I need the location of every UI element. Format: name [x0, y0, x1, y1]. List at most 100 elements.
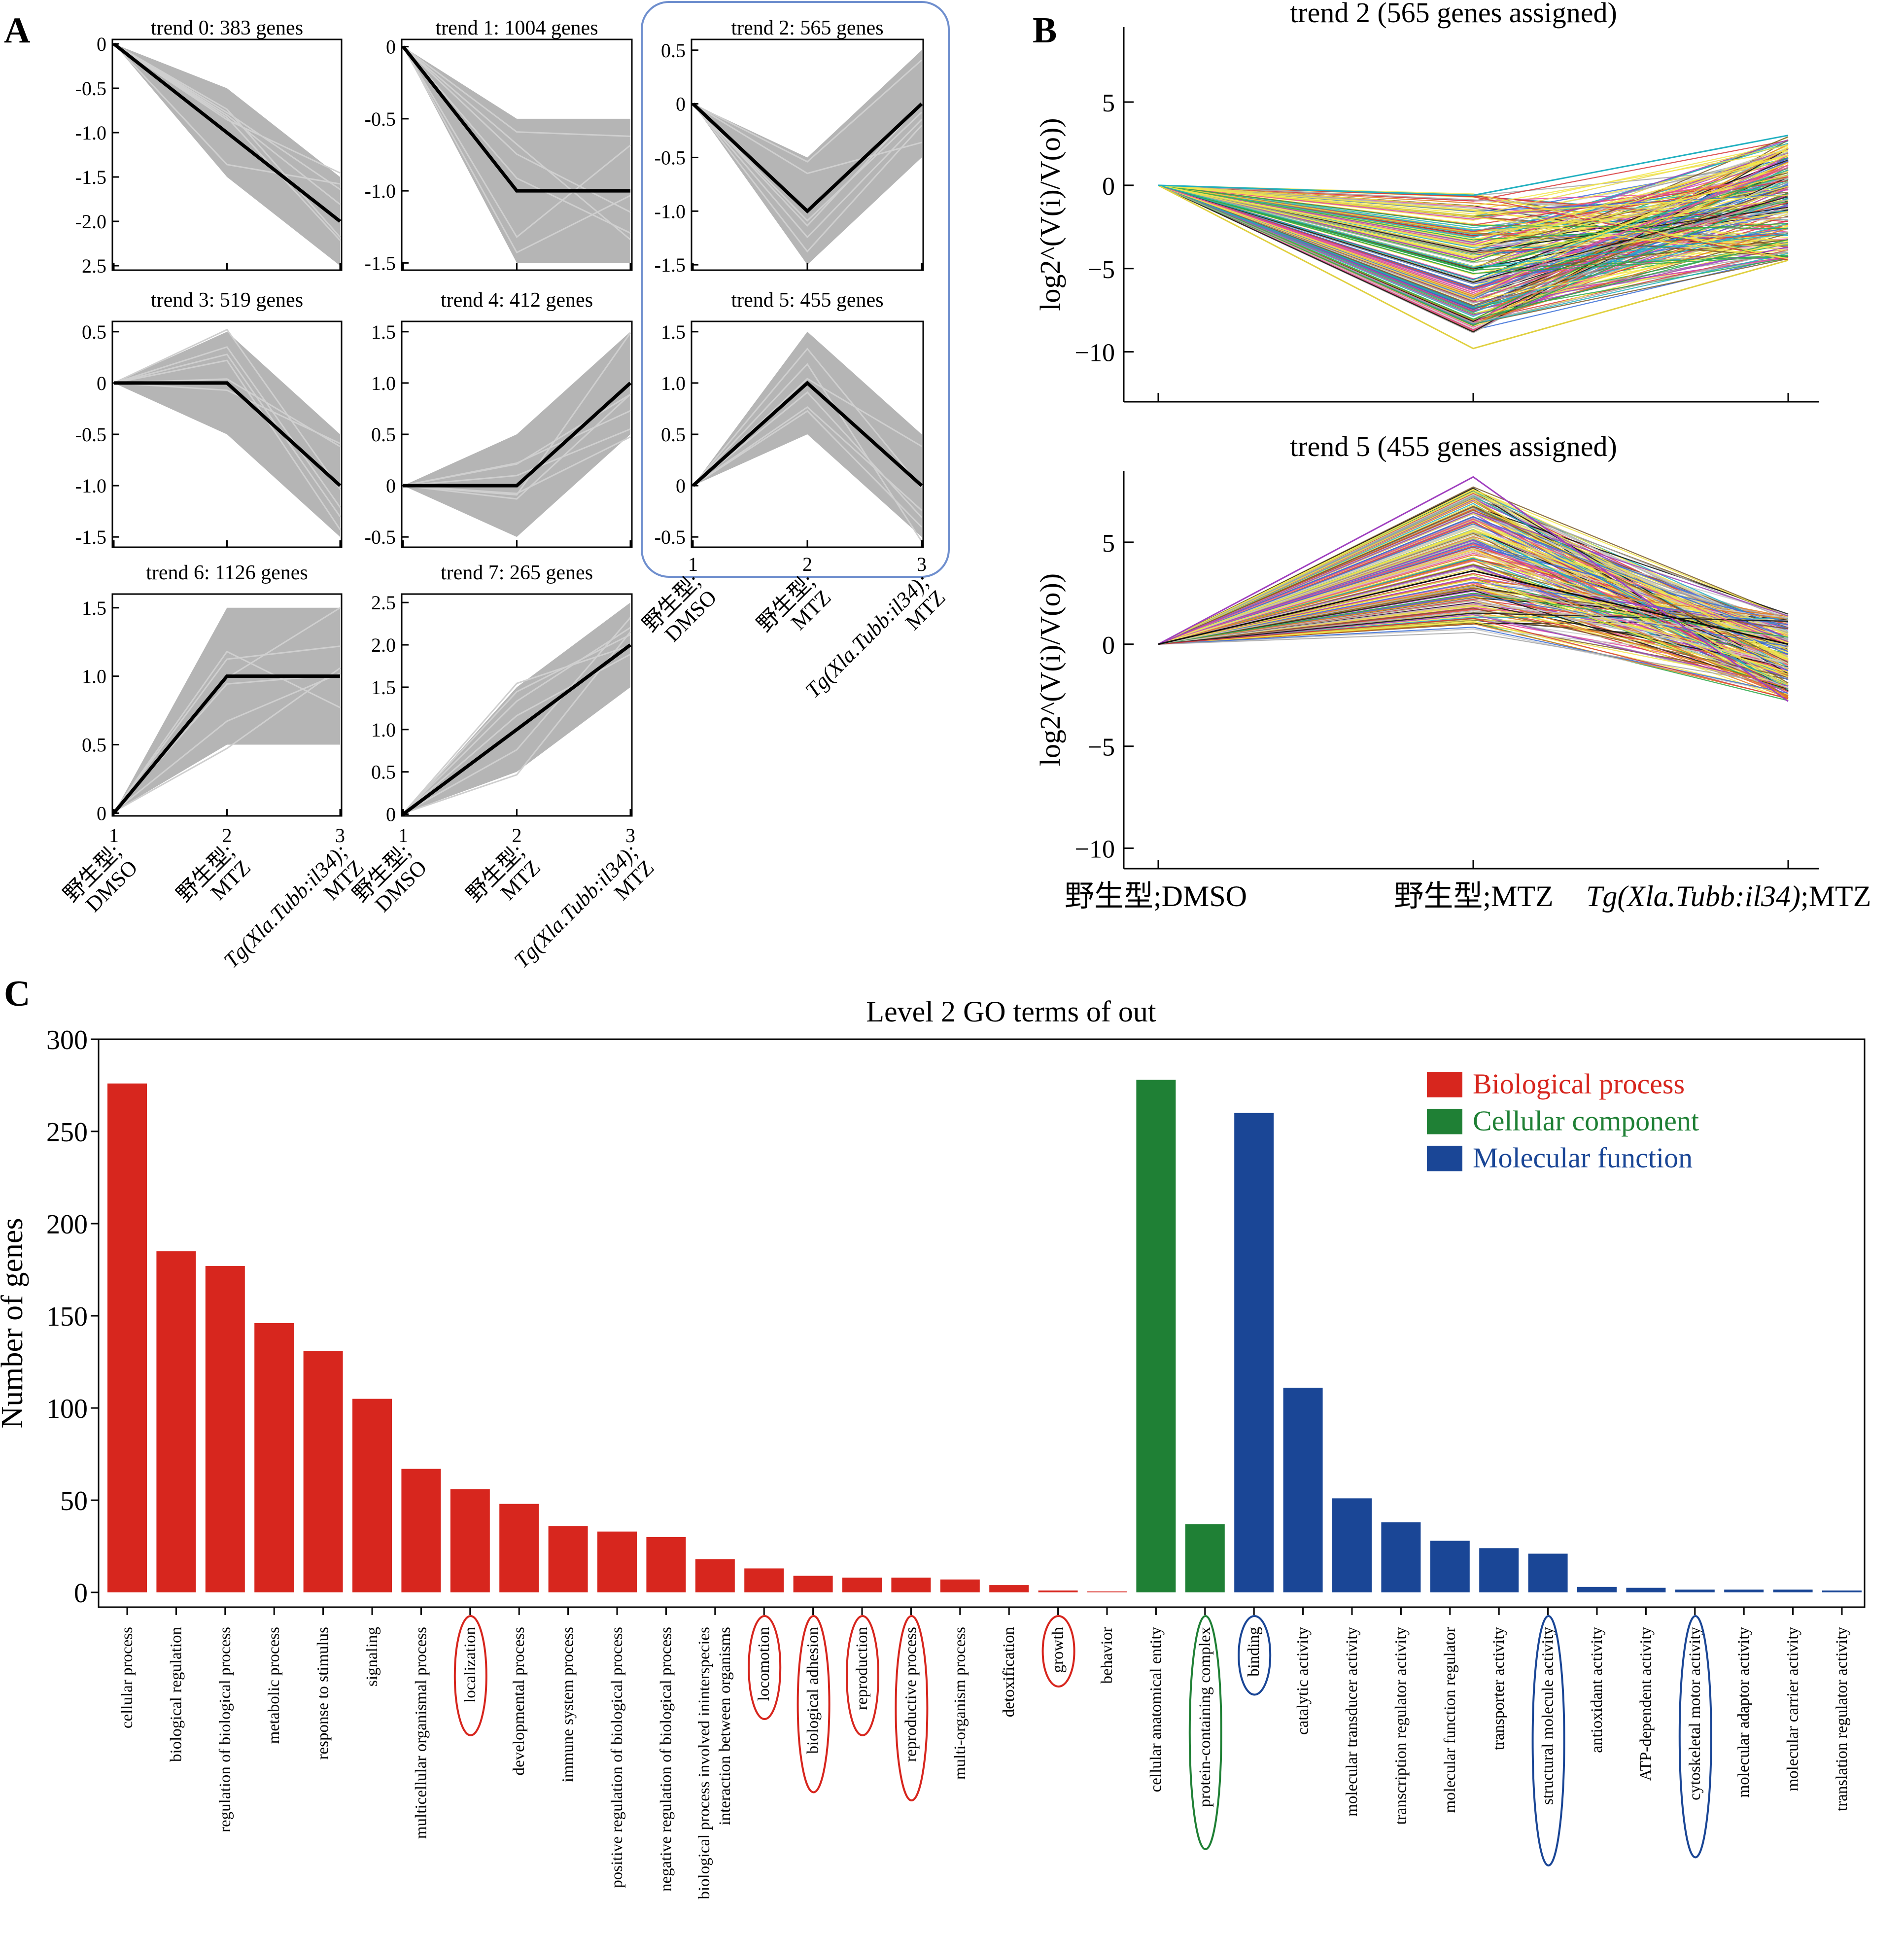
- trend-gene-line: [403, 393, 631, 500]
- y-axis-label: Number of genes: [0, 1218, 29, 1429]
- gene-line: [1158, 593, 1789, 645]
- category-label: molecular transducer activity: [1343, 1627, 1361, 1817]
- gene-line: [1158, 184, 1789, 214]
- gene-line: [1158, 148, 1789, 333]
- trend-gene-line: [113, 667, 341, 812]
- bar: [940, 1579, 980, 1593]
- y-tick-label: 0: [676, 475, 686, 497]
- trend-gene-line: [403, 46, 631, 137]
- trend-gene-line: [692, 103, 923, 222]
- category-label: multi-organism process: [951, 1627, 969, 1780]
- y-tick-label: 1.0: [371, 372, 396, 394]
- category-label: reproductive process: [902, 1627, 920, 1762]
- gene-line: [1158, 148, 1789, 260]
- y-tick-label: -0.5: [655, 146, 686, 169]
- gene-line: [1158, 587, 1789, 645]
- bar: [1577, 1586, 1617, 1593]
- trend-profile-chart-1: trend 5 (455 genes assigned) 5 0 −5 −10 log2^…: [1034, 430, 1819, 870]
- y-tick-label: -1.0: [655, 200, 686, 222]
- bar: [1479, 1548, 1519, 1593]
- bar: [450, 1489, 490, 1593]
- y-tick-label: 2.0: [371, 634, 396, 656]
- y-tick-label: 0.5: [82, 321, 106, 343]
- y-tick-label: 2.5: [371, 592, 396, 614]
- trend-gene-line: [402, 46, 631, 213]
- x-category-label: 野生型;MTZ: [752, 569, 835, 652]
- x-tick-number: 1: [688, 553, 698, 575]
- plot-frame: [98, 1038, 1866, 1608]
- gene-line: [1158, 596, 1789, 689]
- bar: [695, 1559, 735, 1593]
- bar: [1724, 1589, 1764, 1593]
- bar: [1185, 1524, 1225, 1593]
- trend-gene-line: [692, 363, 923, 542]
- x-tick-number: 3: [625, 824, 635, 846]
- category-highlight-ellipse: [895, 1615, 929, 1801]
- x-category-label: 野生型;DMSO: [348, 839, 431, 922]
- trend-panel-2: trend 2: 565 genes 0.5 0 -0.5 -1.0 -1.5: [655, 17, 924, 276]
- trend-title: trend 6: 1126 genes: [146, 562, 308, 584]
- gene-line: [1158, 623, 1789, 699]
- gene-line: [1158, 570, 1789, 645]
- trend-gene-line: [403, 436, 631, 494]
- trend-gene-line: [113, 43, 341, 238]
- trend-panel-6: trend 6: 1126 genes 1.5 1.0 0.5 0: [82, 562, 343, 824]
- trend-gene-line: [402, 644, 631, 814]
- trend-gene-line: [692, 103, 923, 227]
- category-label: molecular function regulator: [1441, 1627, 1459, 1813]
- trend-gene-line: [113, 43, 341, 205]
- y-tick-label: −5: [1088, 734, 1115, 762]
- category-label: biological adhesion: [804, 1627, 822, 1754]
- x-tick-number: 3: [917, 553, 927, 575]
- y-tick-label: 1.5: [82, 597, 106, 619]
- bar: [1773, 1589, 1813, 1593]
- legend-label-cc: Cellular component: [1473, 1105, 1699, 1137]
- trend-panel-4: trend 4: 412 genes 1.5 1.0 0.5 0 -0.5: [365, 289, 633, 548]
- y-tick-label: 1.5: [371, 321, 396, 343]
- trend-gene-line: [113, 328, 341, 490]
- gene-line: [1158, 519, 1789, 645]
- y-tick-label: −10: [1075, 339, 1115, 367]
- trend-profile-line: [692, 381, 923, 487]
- y-axis-label: log2^(V(i)/V(o)): [1034, 573, 1066, 766]
- trend-panel-0: trend 0: 383 genes 0 -0.5 -1.0 -1.5 -2.0 2.5: [75, 17, 343, 277]
- category-label: antioxidant activity: [1588, 1627, 1606, 1753]
- category-label: negative regulation of biological proces…: [657, 1627, 675, 1892]
- trend-gene-line: [692, 348, 923, 489]
- bar: [548, 1526, 588, 1593]
- category-label: translation regulator activity: [1833, 1627, 1851, 1811]
- gene-line: [1158, 505, 1789, 663]
- panel-label-a: A: [4, 10, 30, 51]
- bar: [1528, 1553, 1568, 1593]
- trend-gene-line: [692, 391, 923, 518]
- gene-line: [1158, 585, 1789, 668]
- bar: [793, 1576, 833, 1593]
- y-axis-label: log2^(V(i)/V(o)): [1034, 118, 1066, 311]
- category-label: behavior: [1098, 1627, 1116, 1684]
- gene-line: [1158, 590, 1789, 690]
- y-tick-label: 300: [46, 1025, 88, 1055]
- y-tick-label: 1.5: [371, 676, 396, 699]
- y-tick-label: -1.0: [365, 180, 396, 202]
- gene-line: [1158, 539, 1789, 694]
- y-tick-label: 0: [97, 33, 106, 55]
- gene-lines: [1158, 476, 1789, 702]
- bar: [1087, 1591, 1127, 1593]
- gene-line: [1158, 184, 1789, 306]
- trend-profile-line: [402, 45, 630, 193]
- gene-line: [1158, 171, 1789, 258]
- category-label: biological regulation: [167, 1627, 185, 1762]
- gene-line: [1158, 498, 1789, 687]
- gene-line: [1158, 184, 1789, 350]
- category-label: protein-containing complex: [1196, 1627, 1214, 1807]
- gene-line: [1158, 549, 1789, 678]
- gene-line: [1158, 612, 1789, 645]
- gene-line: [1158, 579, 1789, 673]
- category-highlight-ellipse: [1678, 1615, 1712, 1859]
- trend-gene-line: [113, 346, 341, 508]
- gene-line: [1158, 184, 1789, 324]
- gene-line: [1158, 167, 1789, 292]
- x-tick-number: 2: [802, 553, 812, 575]
- y-tick-label: −5: [1088, 256, 1115, 284]
